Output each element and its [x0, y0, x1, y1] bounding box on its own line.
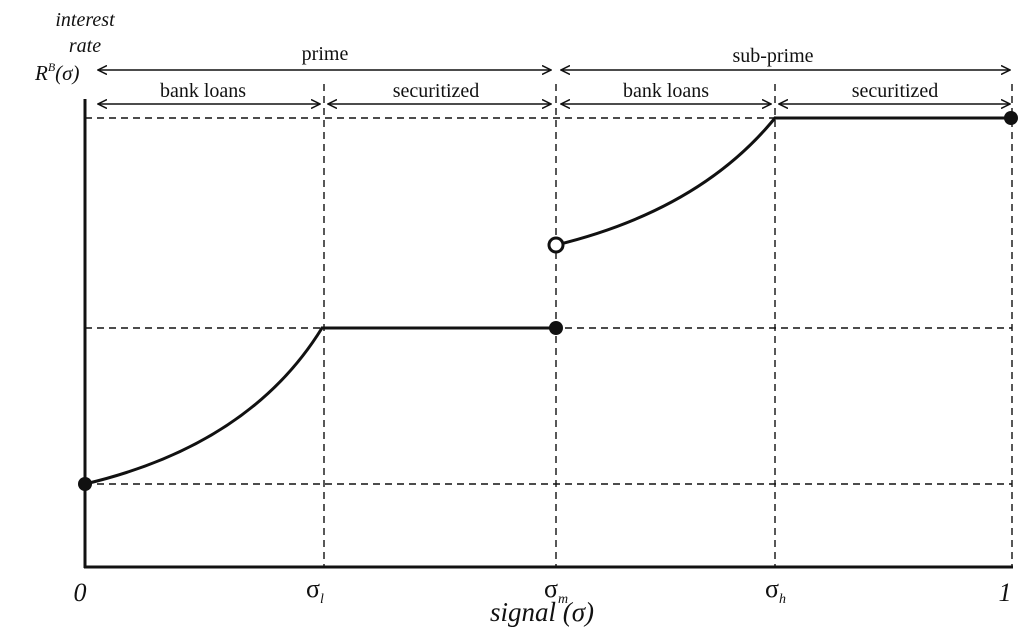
tick-sigma-m-sub: m — [558, 592, 568, 607]
y-axis-label-argument: (σ) — [55, 61, 79, 85]
region-label-prime: prime — [302, 43, 349, 65]
horizontal-guides — [85, 117, 1012, 485]
tick-sigma-h-base: σ — [765, 574, 779, 603]
axes — [83, 99, 1013, 569]
region-arrows — [98, 70, 1010, 104]
vertical-guides — [323, 84, 1013, 568]
tick-sigma-l-sub: l — [320, 592, 324, 607]
region-label-subprime-bank-loans: bank loans — [623, 80, 709, 102]
y-axis-label-superscript: B — [48, 60, 56, 74]
curve-subprime-bank-loans — [554, 116, 777, 247]
tick-label-sigma-h: σh — [765, 574, 786, 607]
y-axis-label-symbol: RB(σ) — [34, 60, 80, 85]
region-label-prime-bank-loans: bank loans — [160, 80, 246, 102]
point-start-filled — [78, 477, 92, 491]
y-axis-label-R: R — [34, 61, 48, 85]
x-axis-title: signal (σ) — [490, 597, 594, 627]
point-end-filled — [1004, 111, 1018, 125]
tick-label-sigma-l: σl — [306, 574, 324, 607]
y-axis-label-line1: interest — [55, 9, 115, 31]
region-label-prime-securitized: securitized — [393, 80, 480, 102]
tick-sigma-m-base: σ — [544, 574, 558, 603]
region-label-sub-prime: sub-prime — [732, 45, 813, 67]
tick-sigma-l-base: σ — [306, 574, 320, 603]
tick-label-sigma-m: σm — [544, 574, 568, 607]
tick-label-one: 1 — [999, 578, 1012, 607]
region-labels: prime sub-prime bank loans securitized b… — [160, 43, 938, 102]
tick-sigma-h-sub: h — [779, 592, 786, 607]
curve-prime-bank-loans — [83, 326, 324, 486]
point-sigma-m-open — [547, 236, 565, 254]
tick-label-zero: 0 — [74, 578, 87, 607]
point-sigma-m-filled — [549, 321, 563, 335]
rate-curve — [83, 116, 1014, 486]
region-label-subprime-securitized: securitized — [852, 80, 939, 102]
y-axis-label-line2: rate — [69, 35, 101, 57]
